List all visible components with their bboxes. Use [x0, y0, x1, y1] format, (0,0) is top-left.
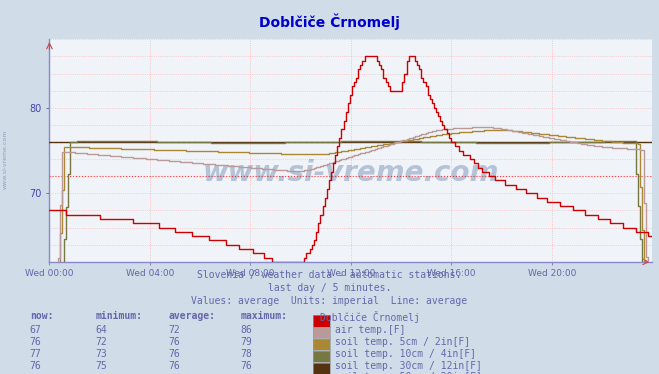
- Text: Slovenia / weather data - automatic stations.: Slovenia / weather data - automatic stat…: [197, 270, 462, 280]
- Text: 76: 76: [241, 361, 252, 371]
- Text: 76: 76: [168, 337, 180, 347]
- Text: Values: average  Units: imperial  Line: average: Values: average Units: imperial Line: av…: [191, 296, 468, 306]
- Text: 76: 76: [30, 361, 42, 371]
- Text: soil temp. 10cm / 4in[F]: soil temp. 10cm / 4in[F]: [335, 349, 476, 359]
- Text: now:: now:: [30, 311, 53, 321]
- Text: -nan: -nan: [30, 372, 53, 374]
- Text: soil temp. 30cm / 12in[F]: soil temp. 30cm / 12in[F]: [335, 361, 482, 371]
- Text: 86: 86: [241, 325, 252, 335]
- Text: soil temp. 50cm / 20in[F]: soil temp. 50cm / 20in[F]: [335, 372, 482, 374]
- Text: 79: 79: [241, 337, 252, 347]
- Text: 72: 72: [96, 337, 107, 347]
- Text: 76: 76: [168, 349, 180, 359]
- Text: 67: 67: [30, 325, 42, 335]
- Text: 76: 76: [30, 337, 42, 347]
- Text: 78: 78: [241, 349, 252, 359]
- Text: last day / 5 minutes.: last day / 5 minutes.: [268, 283, 391, 293]
- Text: air temp.[F]: air temp.[F]: [335, 325, 405, 335]
- Text: -nan: -nan: [241, 372, 264, 374]
- Text: www.si-vreme.com: www.si-vreme.com: [3, 129, 8, 189]
- Text: Doblčiče Črnomelj: Doblčiče Črnomelj: [320, 311, 420, 323]
- Text: -nan: -nan: [96, 372, 119, 374]
- Text: www.si-vreme.com: www.si-vreme.com: [203, 159, 499, 187]
- Text: 72: 72: [168, 325, 180, 335]
- Text: -nan: -nan: [168, 372, 192, 374]
- Text: maximum:: maximum:: [241, 311, 287, 321]
- Text: Doblčiče Črnomelj: Doblčiče Črnomelj: [259, 13, 400, 30]
- Text: 73: 73: [96, 349, 107, 359]
- Text: 75: 75: [96, 361, 107, 371]
- Text: minimum:: minimum:: [96, 311, 142, 321]
- Text: 77: 77: [30, 349, 42, 359]
- Text: 76: 76: [168, 361, 180, 371]
- Text: 64: 64: [96, 325, 107, 335]
- Text: average:: average:: [168, 311, 215, 321]
- Text: soil temp. 5cm / 2in[F]: soil temp. 5cm / 2in[F]: [335, 337, 470, 347]
